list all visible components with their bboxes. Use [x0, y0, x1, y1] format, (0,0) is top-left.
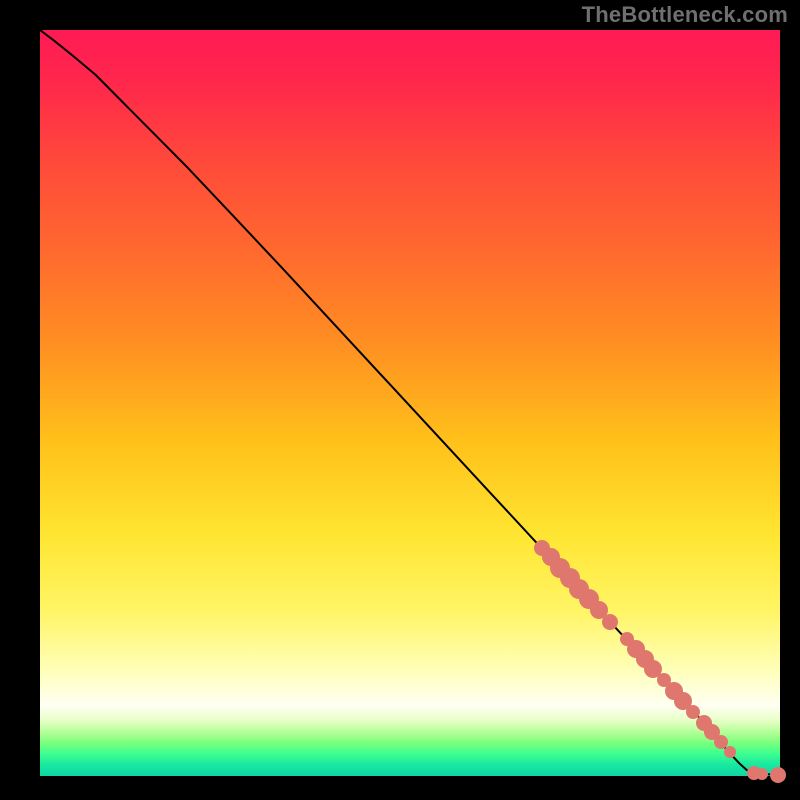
data-marker — [770, 767, 786, 783]
watermark-text: TheBottleneck.com — [582, 2, 788, 28]
data-marker — [724, 746, 736, 758]
data-marker — [756, 768, 768, 780]
marker-layer — [40, 30, 780, 776]
plot-area — [40, 30, 780, 776]
chart-frame: TheBottleneck.com — [0, 0, 800, 800]
data-marker — [602, 614, 618, 630]
